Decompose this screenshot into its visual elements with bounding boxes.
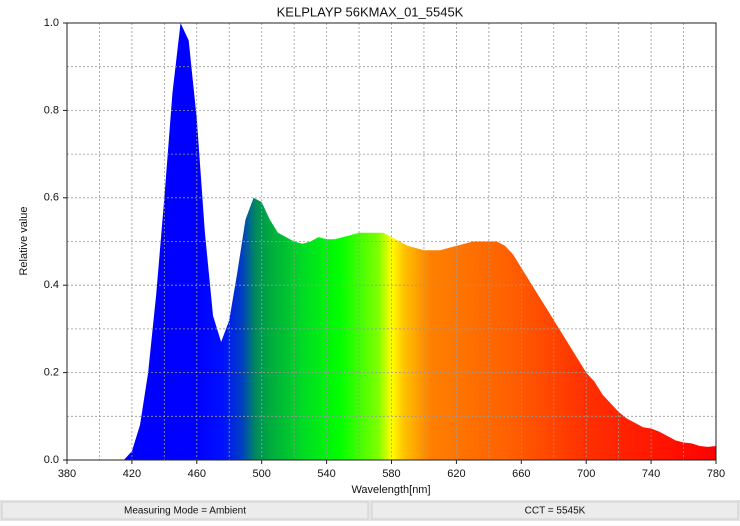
x-tick-label: 740 xyxy=(642,468,660,480)
status-cell xyxy=(1,501,369,520)
y-tick-label: 0.4 xyxy=(44,279,59,291)
x-tick-label: 620 xyxy=(447,468,465,480)
y-tick-label: 0.6 xyxy=(44,192,59,204)
x-tick-label: 460 xyxy=(188,468,206,480)
y-tick-label: 0.0 xyxy=(44,454,59,466)
x-tick-label: 380 xyxy=(58,468,76,480)
y-axis-label: Relative value xyxy=(18,206,30,275)
x-tick-label: 780 xyxy=(707,468,725,480)
x-tick-label: 660 xyxy=(512,468,530,480)
status-cell xyxy=(371,501,739,520)
x-tick-label: 500 xyxy=(253,468,271,480)
x-axis-label: Wavelength[nm] xyxy=(351,484,430,496)
y-tick-label: 0.2 xyxy=(44,367,59,379)
cct: CCT = 5545K xyxy=(525,506,586,517)
x-tick-label: 420 xyxy=(123,468,141,480)
measuring-mode: Measuring Mode = Ambient xyxy=(124,506,246,517)
x-tick-label: 580 xyxy=(382,468,400,480)
x-tick-label: 540 xyxy=(317,468,335,480)
spectrum-area xyxy=(123,23,717,460)
y-tick-label: 0.8 xyxy=(44,104,59,116)
y-tick-label: 1.0 xyxy=(44,17,59,29)
chart-title: KELPLAYP 56KMAX_01_5545K xyxy=(277,4,464,19)
x-tick-label: 700 xyxy=(577,468,595,480)
